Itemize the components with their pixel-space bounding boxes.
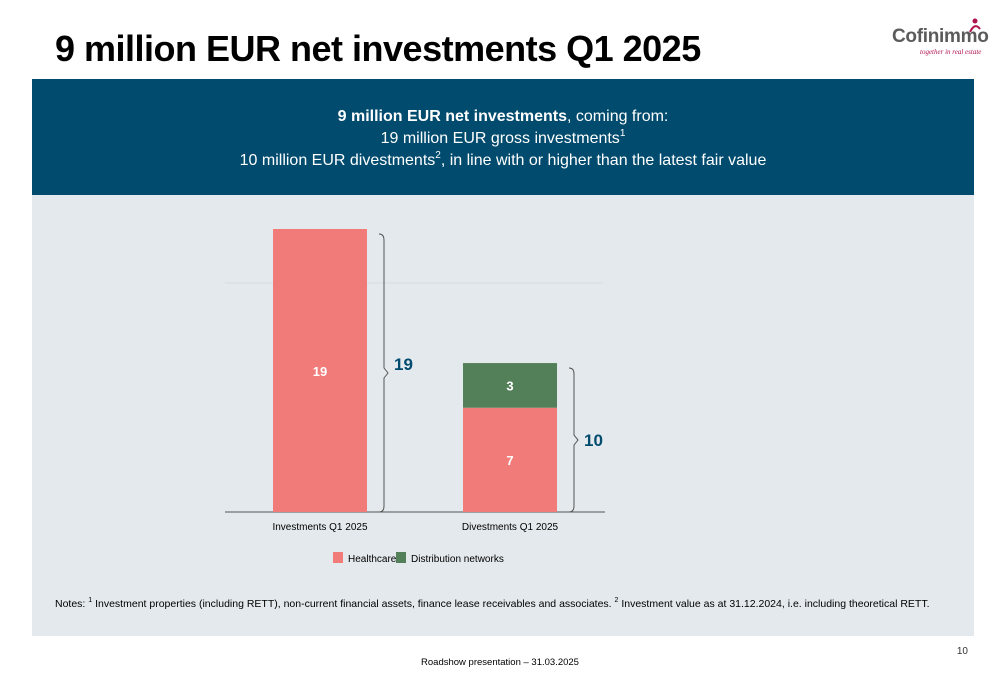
summary-banner: 9 million EUR net investments, coming fr… bbox=[32, 79, 974, 195]
data-label: 7 bbox=[506, 453, 513, 468]
data-label: 3 bbox=[506, 378, 513, 393]
category-label: Divestments Q1 2025 bbox=[462, 522, 559, 533]
total-brace bbox=[568, 367, 579, 513]
legend-label: Distribution networks bbox=[411, 554, 504, 565]
banner-line-3: 10 million EUR divestments2, in line wit… bbox=[239, 150, 767, 170]
total-label: 19 bbox=[394, 355, 413, 374]
page-title: 9 million EUR net investments Q1 2025 bbox=[55, 28, 701, 69]
data-label: 19 bbox=[313, 364, 327, 379]
bar-healthcare-0 bbox=[273, 229, 367, 512]
company-logo: Cofinimmo together in real estate bbox=[892, 18, 992, 58]
legend: Healthcare Distribution networks bbox=[333, 552, 504, 565]
page-number: 10 bbox=[956, 646, 968, 657]
logo-tagline: together in real estate bbox=[920, 48, 982, 56]
logo-swirl-icon bbox=[969, 18, 981, 33]
banner-line-2: 19 million EUR gross investments1 bbox=[380, 128, 626, 148]
bar-distribution-1 bbox=[463, 363, 557, 408]
banner-line-1: 9 million EUR net investments, coming fr… bbox=[337, 108, 669, 125]
legend-label: Healthcare bbox=[348, 554, 397, 565]
total-label: 10 bbox=[584, 431, 603, 450]
category-labels-group: Investments Q1 2025 Divestments Q1 2025 bbox=[272, 522, 558, 533]
bars-group bbox=[273, 229, 557, 512]
category-label: Investments Q1 2025 bbox=[272, 522, 367, 533]
legend-swatch bbox=[396, 552, 406, 563]
total-brace bbox=[378, 233, 389, 513]
footer-text: Roadshow presentation – 31.03.2025 bbox=[421, 657, 579, 668]
bar-healthcare-1 bbox=[463, 407, 557, 512]
footnotes: Notes: 1 Investment properties (includin… bbox=[55, 597, 930, 610]
legend-swatch bbox=[333, 552, 343, 563]
logo-wordmark: Cofinimmo bbox=[892, 26, 989, 47]
